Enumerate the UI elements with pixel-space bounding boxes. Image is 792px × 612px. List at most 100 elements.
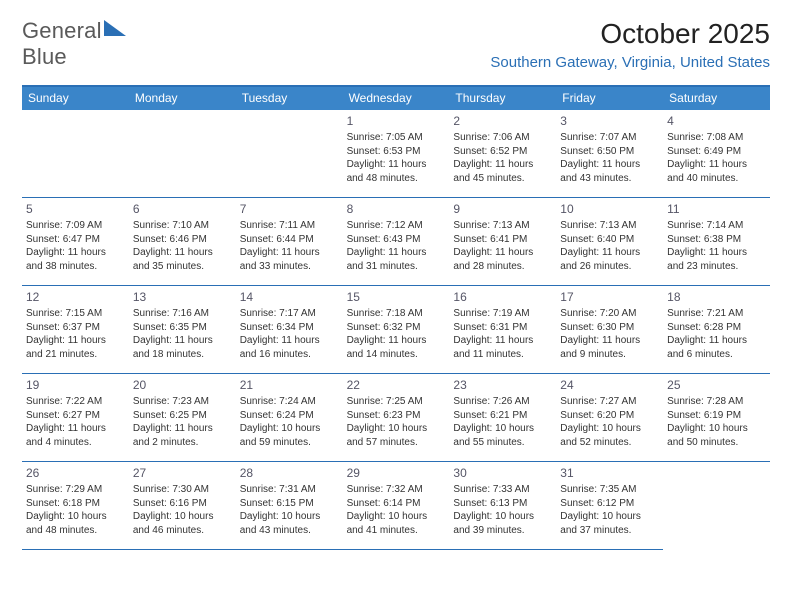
calendar-header-row: SundayMondayTuesdayWednesdayThursdayFrid… — [22, 87, 770, 110]
daylight-label: Daylight: — [560, 159, 599, 170]
sunrise-value: 7:35 AM — [600, 484, 637, 495]
sunset-line: Sunset: 6:34 PM — [240, 321, 339, 335]
sunset-value: 6:31 PM — [490, 322, 527, 333]
daylight-label: Daylight: — [347, 159, 386, 170]
sunset-label: Sunset: — [240, 410, 274, 421]
day-number: 7 — [240, 201, 339, 217]
sunset-line: Sunset: 6:30 PM — [560, 321, 659, 335]
sunset-value: 6:38 PM — [704, 234, 741, 245]
header: General Blue October 2025 Southern Gatew… — [0, 0, 792, 77]
day-cell: 4Sunrise: 7:08 AMSunset: 6:49 PMDaylight… — [663, 110, 770, 198]
sunset-label: Sunset: — [26, 498, 60, 509]
sunrise-label: Sunrise: — [667, 220, 704, 231]
sunset-value: 6:40 PM — [597, 234, 634, 245]
sunset-line: Sunset: 6:23 PM — [347, 409, 446, 423]
sunrise-label: Sunrise: — [347, 396, 384, 407]
sunrise-label: Sunrise: — [26, 396, 63, 407]
day-cell: 31Sunrise: 7:35 AMSunset: 6:12 PMDayligh… — [556, 462, 663, 550]
day-cell: 30Sunrise: 7:33 AMSunset: 6:13 PMDayligh… — [449, 462, 556, 550]
sunrise-line: Sunrise: 7:21 AM — [667, 307, 766, 321]
day-cell: 3Sunrise: 7:07 AMSunset: 6:50 PMDaylight… — [556, 110, 663, 198]
sunrise-value: 7:16 AM — [172, 308, 209, 319]
daylight-label: Daylight: — [347, 423, 386, 434]
sunset-value: 6:24 PM — [276, 410, 313, 421]
daylight-label: Daylight: — [240, 335, 279, 346]
day-cell: 16Sunrise: 7:19 AMSunset: 6:31 PMDayligh… — [449, 286, 556, 374]
day-cell: 11Sunrise: 7:14 AMSunset: 6:38 PMDayligh… — [663, 198, 770, 286]
sunset-label: Sunset: — [560, 410, 594, 421]
sunset-line: Sunset: 6:37 PM — [26, 321, 125, 335]
daylight-line: Daylight: 11 hours and 45 minutes. — [453, 158, 552, 185]
sunset-value: 6:47 PM — [63, 234, 100, 245]
sunrise-line: Sunrise: 7:10 AM — [133, 219, 232, 233]
day-number: 17 — [560, 289, 659, 305]
sunrise-label: Sunrise: — [347, 484, 384, 495]
sunrise-value: 7:22 AM — [65, 396, 102, 407]
sunrise-label: Sunrise: — [133, 396, 170, 407]
calendar-body: 1Sunrise: 7:05 AMSunset: 6:53 PMDaylight… — [22, 110, 770, 550]
day-header: Friday — [556, 87, 663, 110]
sunrise-label: Sunrise: — [347, 220, 384, 231]
day-number: 30 — [453, 465, 552, 481]
sunset-label: Sunset: — [240, 498, 274, 509]
sunset-value: 6:18 PM — [63, 498, 100, 509]
sunset-value: 6:43 PM — [383, 234, 420, 245]
daylight-line: Daylight: 10 hours and 48 minutes. — [26, 510, 125, 537]
sunset-line: Sunset: 6:47 PM — [26, 233, 125, 247]
day-number: 8 — [347, 201, 446, 217]
daylight-line: Daylight: 11 hours and 43 minutes. — [560, 158, 659, 185]
daylight-line: Daylight: 11 hours and 26 minutes. — [560, 246, 659, 273]
day-cell: 10Sunrise: 7:13 AMSunset: 6:40 PMDayligh… — [556, 198, 663, 286]
sunrise-value: 7:14 AM — [707, 220, 744, 231]
sunrise-value: 7:17 AM — [279, 308, 316, 319]
daylight-line: Daylight: 11 hours and 31 minutes. — [347, 246, 446, 273]
sunrise-value: 7:15 AM — [65, 308, 102, 319]
day-cell: 25Sunrise: 7:28 AMSunset: 6:19 PMDayligh… — [663, 374, 770, 462]
sunset-value: 6:49 PM — [704, 146, 741, 157]
sunset-label: Sunset: — [667, 146, 701, 157]
sunrise-label: Sunrise: — [133, 484, 170, 495]
daylight-label: Daylight: — [26, 423, 65, 434]
daylight-line: Daylight: 11 hours and 14 minutes. — [347, 334, 446, 361]
day-cell: 18Sunrise: 7:21 AMSunset: 6:28 PMDayligh… — [663, 286, 770, 374]
day-cell: 26Sunrise: 7:29 AMSunset: 6:18 PMDayligh… — [22, 462, 129, 550]
sunrise-value: 7:19 AM — [493, 308, 530, 319]
sunset-value: 6:20 PM — [597, 410, 634, 421]
day-number: 23 — [453, 377, 552, 393]
logo-word1: General — [22, 18, 102, 43]
sunset-label: Sunset: — [347, 322, 381, 333]
sunset-line: Sunset: 6:28 PM — [667, 321, 766, 335]
sunset-line: Sunset: 6:31 PM — [453, 321, 552, 335]
daylight-line: Daylight: 11 hours and 4 minutes. — [26, 422, 125, 449]
day-number: 20 — [133, 377, 232, 393]
sunrise-value: 7:26 AM — [493, 396, 530, 407]
sunset-line: Sunset: 6:24 PM — [240, 409, 339, 423]
daylight-label: Daylight: — [453, 423, 492, 434]
daylight-line: Daylight: 10 hours and 55 minutes. — [453, 422, 552, 449]
sunset-label: Sunset: — [347, 498, 381, 509]
sunrise-value: 7:12 AM — [386, 220, 423, 231]
day-number: 3 — [560, 113, 659, 129]
daylight-label: Daylight: — [347, 247, 386, 258]
sunrise-line: Sunrise: 7:29 AM — [26, 483, 125, 497]
daylight-label: Daylight: — [26, 335, 65, 346]
sunset-label: Sunset: — [453, 410, 487, 421]
day-number: 16 — [453, 289, 552, 305]
sunset-value: 6:25 PM — [170, 410, 207, 421]
daylight-label: Daylight: — [347, 511, 386, 522]
day-header: Monday — [129, 87, 236, 110]
sunset-value: 6:21 PM — [490, 410, 527, 421]
sunrise-value: 7:30 AM — [172, 484, 209, 495]
sunrise-line: Sunrise: 7:33 AM — [453, 483, 552, 497]
daylight-line: Daylight: 10 hours and 46 minutes. — [133, 510, 232, 537]
sunrise-line: Sunrise: 7:13 AM — [560, 219, 659, 233]
daylight-line: Daylight: 11 hours and 9 minutes. — [560, 334, 659, 361]
sunset-line: Sunset: 6:20 PM — [560, 409, 659, 423]
sunset-line: Sunset: 6:46 PM — [133, 233, 232, 247]
sunrise-value: 7:33 AM — [493, 484, 530, 495]
sunset-value: 6:15 PM — [276, 498, 313, 509]
sunset-label: Sunset: — [667, 322, 701, 333]
daylight-line: Daylight: 10 hours and 57 minutes. — [347, 422, 446, 449]
logo: General Blue — [22, 18, 126, 70]
sunset-line: Sunset: 6:44 PM — [240, 233, 339, 247]
